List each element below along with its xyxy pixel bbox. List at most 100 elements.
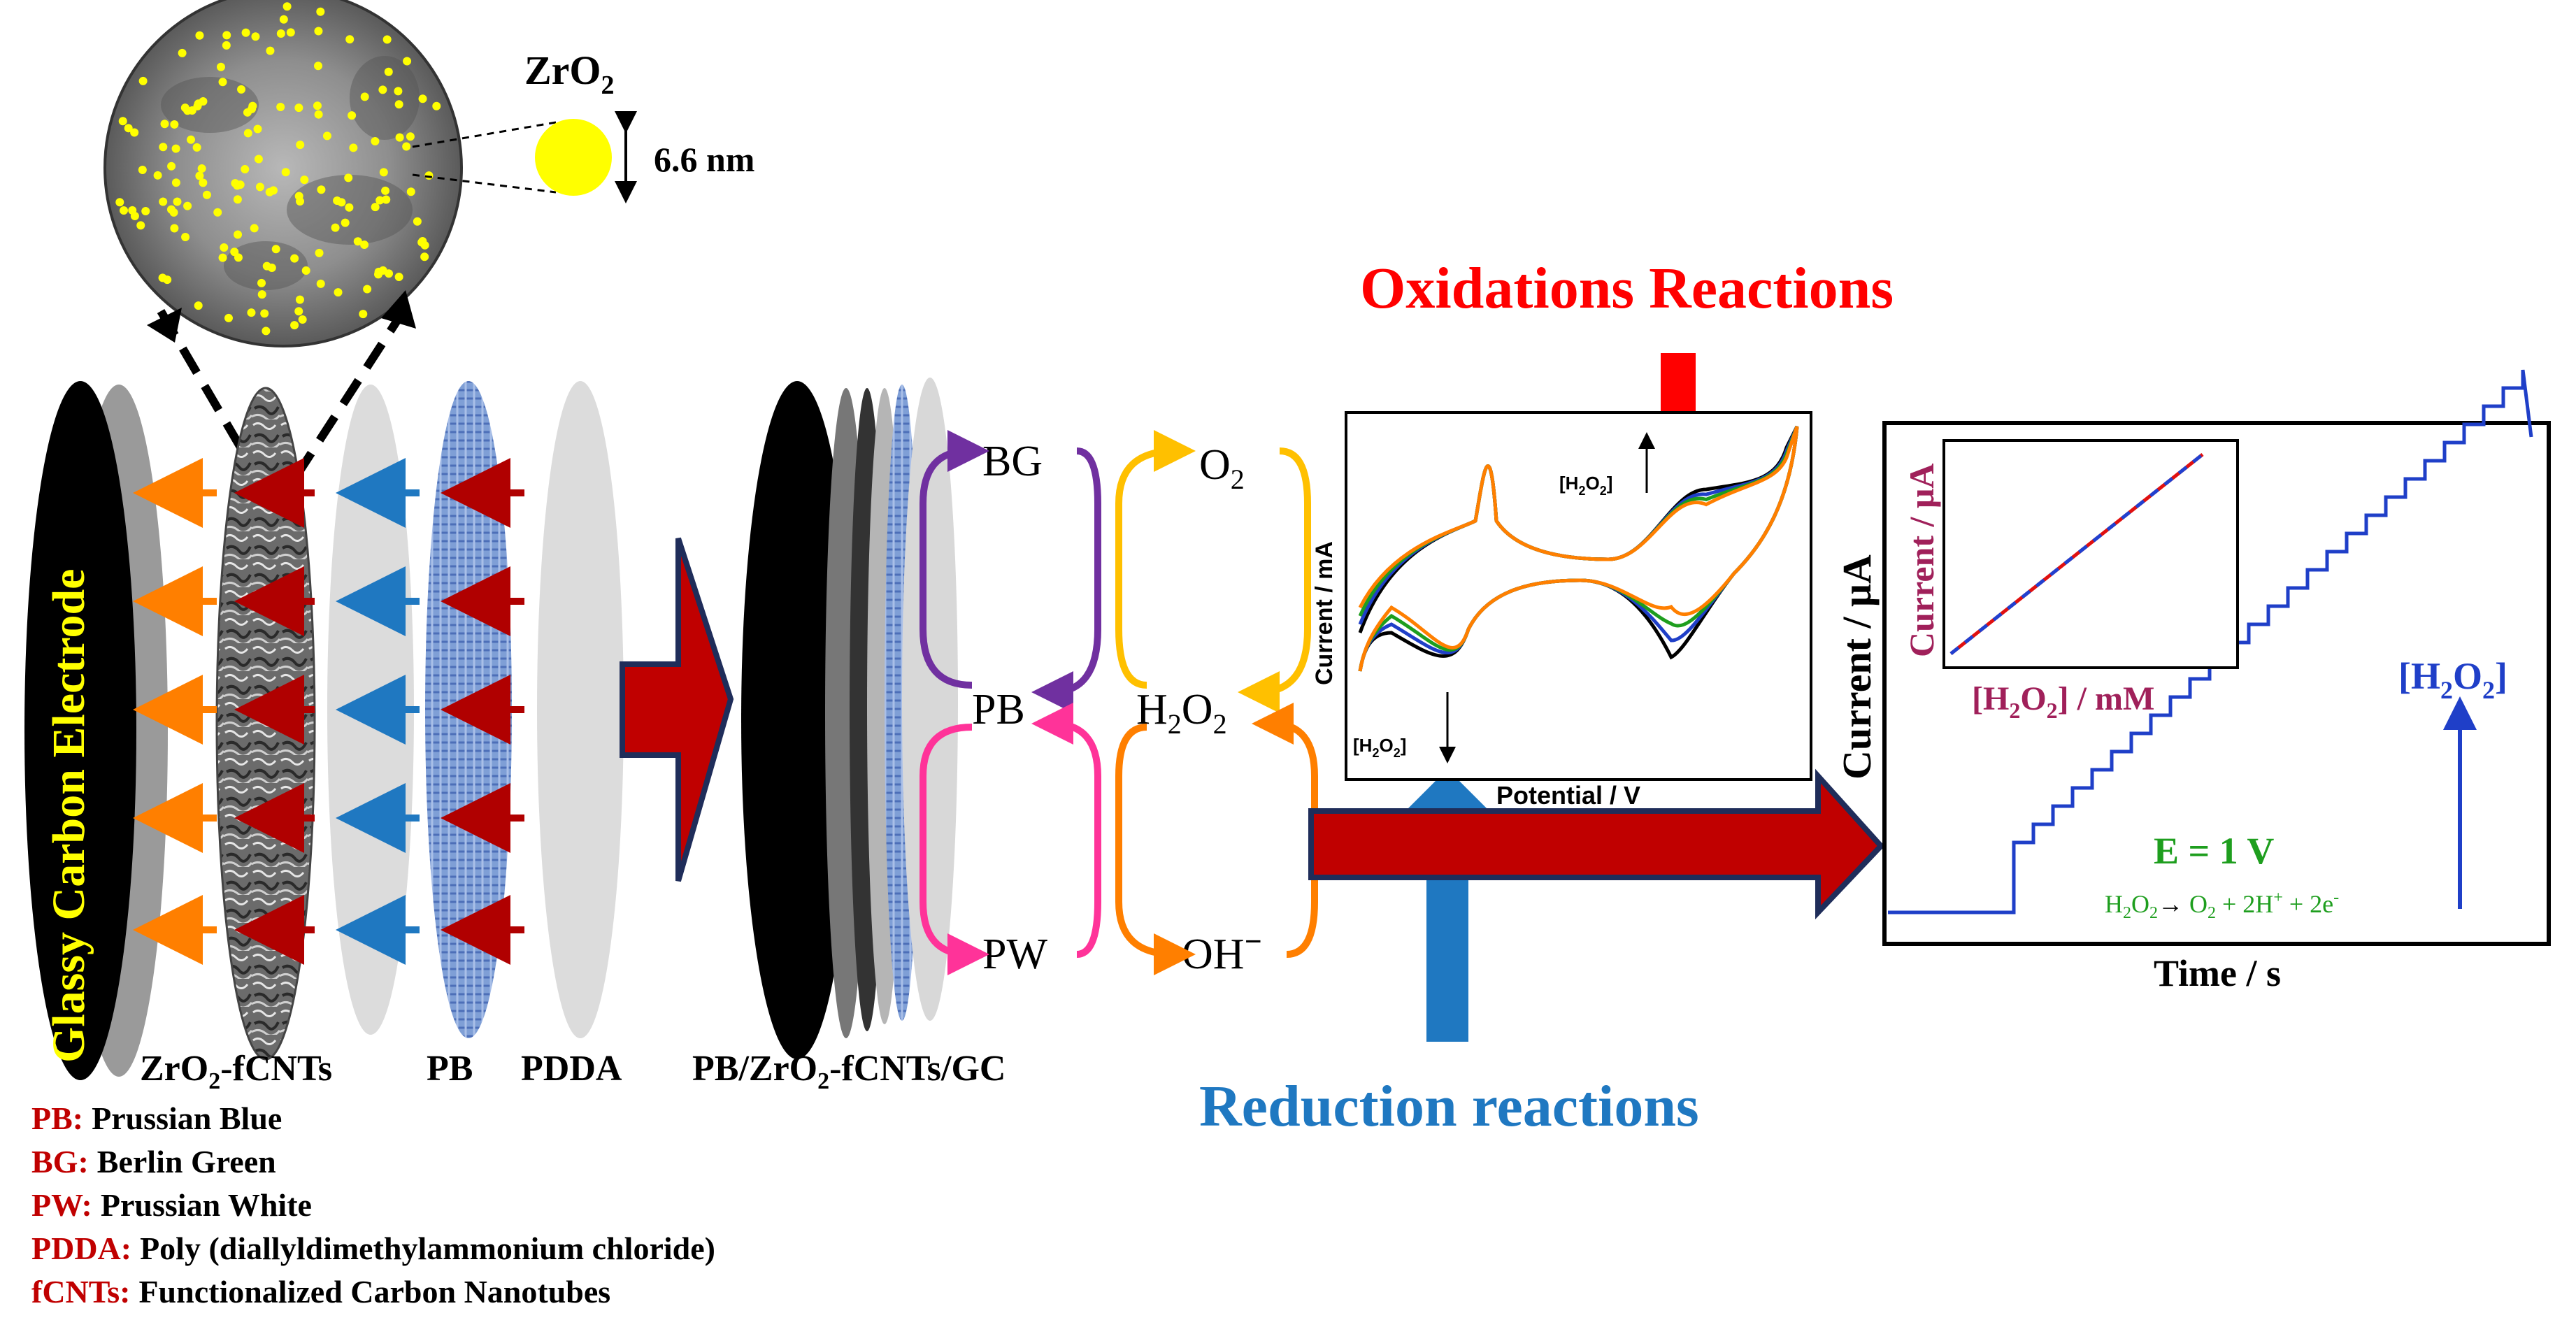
nanoparticle-dot (118, 117, 127, 126)
nanoparticle-dot (317, 185, 326, 194)
legend-text: Prussian Blue (92, 1100, 282, 1136)
label-pdda: PDDA (521, 1049, 622, 1089)
nanoparticle-dot (138, 165, 147, 174)
nanoparticle-dot (216, 62, 225, 71)
legend-text: Functionalized Carbon Nanotubes (138, 1274, 610, 1310)
cv-marker-bottom: [H2O2] (1353, 735, 1406, 760)
nanoparticle-dot (348, 111, 357, 120)
nanoparticle-dot (300, 175, 309, 185)
cycle-oh: OH− (1182, 924, 1262, 978)
inset-frame (1942, 439, 2239, 669)
nanoparticle-dot (375, 196, 385, 205)
nanoparticle-dot (345, 35, 355, 44)
nanoparticle-dot (218, 78, 227, 87)
nanoparticle-dot (160, 120, 169, 129)
nanoparticle-dot (394, 87, 403, 96)
cv-xlabel: Potential / V (1496, 781, 1640, 810)
nanoparticle-dot (243, 129, 252, 138)
nanoparticle-dot (379, 168, 388, 177)
nanoparticle-dot (233, 181, 242, 190)
nanoparticle-dot (251, 32, 260, 41)
nanoparticle-dot (167, 162, 176, 171)
nanoparticle-dot (241, 28, 250, 37)
nanoparticle-dot (286, 28, 295, 37)
assembly-arrow (620, 537, 734, 882)
oxidation-label: Oxidations Reactions (1360, 256, 1894, 321)
nanoparticle-dot (290, 321, 299, 330)
nanoparticle-dot (281, 168, 290, 177)
nanoparticle-dot (193, 101, 202, 110)
cycle-bg: BG (982, 438, 1043, 485)
nanoparticle-dot (282, 2, 292, 11)
nanoparticle-dot (173, 197, 182, 206)
nanoparticle-dot (222, 31, 231, 40)
nanoparticle-dot (224, 313, 233, 322)
nanoparticle-dot (257, 278, 266, 287)
nanoparticle-dot (213, 208, 222, 217)
nanoparticle-dot (349, 143, 358, 152)
nanoparticle-dot (119, 206, 128, 215)
nanoparticle-dot (381, 186, 390, 195)
pdda-layer-2 (537, 381, 624, 1038)
nanoparticle-dot (266, 46, 275, 55)
nanoparticle-dot (279, 15, 288, 24)
reduction-arrow (1398, 769, 1496, 1042)
nanoparticle-dot (220, 243, 229, 252)
nanoparticle-dot (136, 221, 145, 230)
nanoparticle-dot (260, 309, 269, 318)
cycle-pb: PB (972, 686, 1025, 733)
layer-arrows (133, 458, 524, 965)
nanoparticle-dot (334, 288, 343, 297)
zro2-particle (535, 119, 612, 196)
amperometry-plot: Current / μA [H2O2] / mM Current / μA Ti… (1834, 369, 2551, 994)
nanoparticle-dot (130, 128, 139, 137)
nanoparticle-dot (315, 248, 324, 257)
nanoparticle-dot (402, 142, 411, 151)
legend-abbr: PB: (31, 1100, 83, 1136)
amp-xlabel: Time / s (2154, 952, 2281, 994)
cv-plot: [H2O2] [H2O2] Potential / V Current / mA (1311, 411, 1812, 810)
cycle-o2: O2 (1199, 441, 1245, 495)
nanoparticle-dot (253, 124, 262, 134)
cycle-pw: PW (982, 931, 1047, 978)
nanoparticle-dot (406, 132, 415, 141)
nanoparticle-dot (374, 267, 383, 276)
nanoparticle-dot (294, 307, 303, 316)
nanoparticle-dot (195, 171, 204, 180)
nanoparticle-dot (180, 103, 189, 113)
legend-item: BG: Berlin Green (31, 1144, 276, 1179)
amp-potential: E = 1 V (2154, 830, 2274, 872)
zro2-fcnts-layer (215, 387, 316, 1061)
nanoparticle-dot (171, 144, 180, 153)
inset-ylabel: Current / μA (1902, 464, 1941, 657)
nanoparticle-dot (124, 124, 133, 133)
nanoparticle-dot (276, 29, 285, 38)
nanoparticle-dot (195, 31, 204, 40)
exploded-layers: Glassy Carbon Electrode ZrO2-fCNTs PB PD… (24, 381, 624, 1094)
nanoparticle-dot (418, 94, 427, 103)
amp-ylabel: Current / μA (1834, 554, 1880, 780)
assembled-electrode: PB/ZrO2-fCNTs/GC (692, 378, 1006, 1094)
zro2-label: ZrO2 (524, 48, 615, 100)
nanoparticle-dot (233, 195, 242, 204)
amp-h2o2-label: [H2O2] (2398, 655, 2507, 704)
nanoparticle-dot (316, 279, 325, 288)
nanoparticle-dot (248, 101, 257, 110)
nanoparticle-dot (250, 224, 259, 233)
nanoparticle-dot (371, 136, 380, 145)
label-zro2-fcnts: ZrO2-fCNTs (140, 1049, 332, 1094)
cv-ylabel: Current / mA (1311, 541, 1338, 685)
nanoparticle-dot (181, 232, 190, 241)
amp-reaction: H2O2→ O2 + 2H+ + 2e- (2105, 889, 2339, 922)
legend-item: PW: Prussian White (31, 1187, 312, 1223)
nanoparticle-dot (394, 100, 403, 109)
label-pb: PB (427, 1049, 473, 1089)
nanoparticle-dot (159, 197, 168, 206)
legend-abbr: PW: (31, 1187, 92, 1223)
nanoparticle-dot (403, 57, 412, 66)
nanoparticle-dot (314, 110, 323, 119)
nanoparticle-dot (187, 135, 196, 144)
nanoparticle-dot (138, 76, 148, 85)
nanoparticle-dot (395, 133, 404, 142)
legend-abbr: PDDA: (31, 1231, 131, 1266)
